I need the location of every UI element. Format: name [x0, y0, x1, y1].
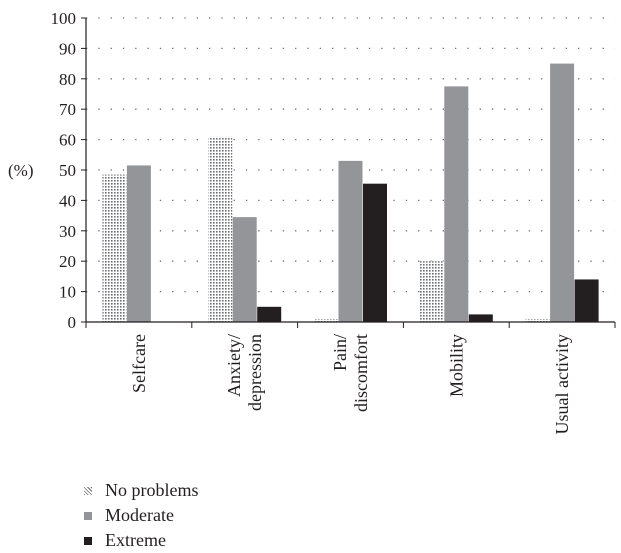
- bars: [102, 63, 599, 323]
- bar-no-problems-anxiety-depression: [208, 136, 233, 322]
- y-tick-label-60: 60: [59, 131, 76, 150]
- bar-moderate-selfcare: [126, 165, 151, 322]
- x-tick-label-anxiety-depression: Anxiety/depression: [224, 334, 265, 411]
- axes: 0 10 20 30 40 50 60 70 80 90 100 Selfcare Anxiety/de…: [51, 9, 616, 434]
- bar-extreme-mobility: [468, 314, 493, 322]
- bar-no-problems-mobility: [419, 261, 444, 322]
- bar-extreme-usual-activity: [574, 279, 599, 322]
- x-tick-label-pain-discomfort: Pain/discomfort: [330, 334, 371, 412]
- legend-swatch-no-problems: [84, 486, 92, 495]
- legend-swatch-extreme: [84, 536, 92, 545]
- y-tick-label-80: 80: [59, 70, 76, 89]
- y-tick-label-70: 70: [59, 100, 76, 119]
- x-tick-label-usual-activity: Usual activity: [552, 334, 572, 434]
- bar-extreme-pain-discomfort: [363, 183, 387, 322]
- y-tick-label-20: 20: [59, 252, 76, 271]
- bar-no-problems-selfcare: [102, 174, 127, 322]
- x-tick-label-mobility: Mobility: [446, 334, 466, 397]
- legend-swatch-moderate: [84, 511, 92, 520]
- y-tick-label-0: 0: [68, 313, 77, 332]
- legend-item-no-problems: No problems: [84, 478, 199, 503]
- bar-moderate-mobility: [444, 86, 469, 323]
- legend-item-extreme: Extreme: [84, 528, 199, 553]
- y-tick-label-10: 10: [59, 283, 76, 302]
- legend: No problems Moderate Extreme: [84, 478, 199, 553]
- bar-moderate-pain-discomfort: [338, 160, 363, 322]
- bar-moderate-usual-activity: [550, 63, 575, 322]
- legend-label-moderate: Moderate: [105, 505, 174, 525]
- x-tick-label-selfcare: Selfcare: [129, 334, 149, 393]
- y-tick-label-40: 40: [59, 191, 76, 210]
- legend-item-moderate: Moderate: [84, 503, 199, 528]
- bar-no-problems-usual-activity: [525, 318, 550, 322]
- y-tick-label-100: 100: [51, 9, 77, 28]
- bar-no-problems-pain-discomfort: [314, 318, 338, 322]
- legend-label-extreme: Extreme: [105, 530, 166, 550]
- y-tick-label-90: 90: [59, 39, 76, 58]
- bar-moderate-anxiety-depression: [232, 217, 257, 322]
- y-tick-label-30: 30: [59, 222, 76, 241]
- y-tick-label-50: 50: [59, 161, 76, 180]
- legend-label-no-problems: No problems: [105, 480, 199, 500]
- y-axis-label: (%): [8, 161, 33, 180]
- bar-extreme-anxiety-depression: [257, 306, 282, 322]
